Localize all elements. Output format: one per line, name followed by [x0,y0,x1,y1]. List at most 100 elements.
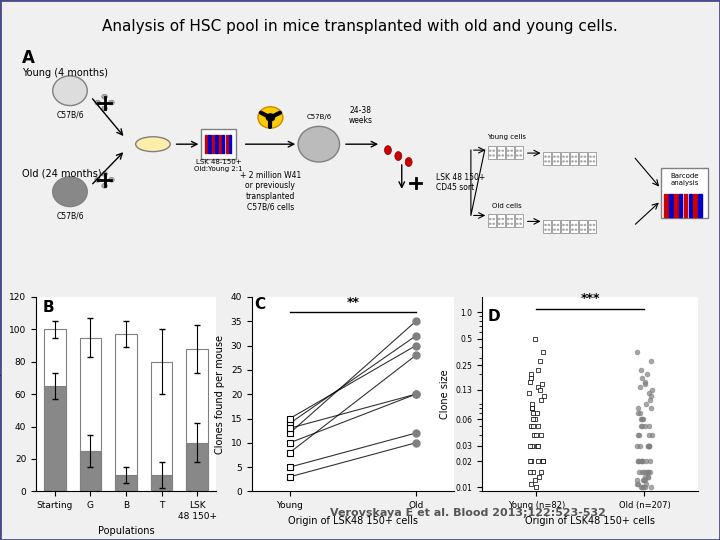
Point [643,473,654,482]
Point [526,373,537,382]
Point [637,476,649,485]
Bar [562,152,569,165]
Point [632,404,644,413]
Circle shape [593,228,595,231]
Circle shape [571,156,574,158]
Circle shape [519,222,522,225]
Point [531,483,542,492]
X-axis label: Populations: Populations [98,526,154,536]
Point [632,457,644,465]
Circle shape [492,150,495,152]
Text: Young cells: Young cells [487,134,526,140]
Text: Analysis of HSC pool in mice transplanted with old and young cells.: Analysis of HSC pool in mice transplante… [102,19,618,34]
Circle shape [489,150,492,152]
Y-axis label: Clone size: Clone size [440,369,450,419]
Point [525,480,536,488]
Circle shape [571,228,574,231]
Point [641,468,652,476]
Point [633,430,644,439]
Point [631,348,643,356]
Bar [44,386,66,491]
Point [641,457,652,465]
Circle shape [583,224,586,226]
Circle shape [575,228,577,231]
Point [526,369,537,378]
Circle shape [501,154,504,157]
Bar [515,214,523,227]
Y-axis label: Chimerism, %: Chimerism, % [0,360,4,428]
Point [643,441,654,450]
Bar [44,329,66,491]
Bar [570,152,578,165]
Bar [674,194,678,217]
Point [636,422,648,430]
Circle shape [498,154,500,157]
Point [532,422,544,430]
Circle shape [583,228,586,231]
Circle shape [489,218,492,220]
Circle shape [519,154,522,157]
Point [637,415,649,424]
Point [526,457,537,465]
Point [523,389,535,397]
Circle shape [510,222,513,225]
Point [646,386,657,394]
Point [643,441,654,450]
Circle shape [53,177,87,207]
Point [633,480,644,488]
Point [644,441,655,450]
Text: C: C [254,297,266,312]
Circle shape [489,154,492,157]
Point [636,457,648,465]
Point [643,389,654,397]
Bar [506,214,514,227]
Circle shape [571,160,574,163]
Bar [580,152,587,165]
Bar [552,220,560,233]
Circle shape [492,154,495,157]
Bar [219,136,221,153]
Circle shape [557,160,559,163]
Circle shape [258,107,283,128]
Point [644,396,656,404]
Bar [208,136,211,153]
Point [523,441,535,450]
Circle shape [102,94,107,99]
Bar [688,194,692,217]
Bar [186,443,208,491]
Circle shape [566,224,568,226]
Point [538,457,549,465]
Text: LSK 48-150+
Old:Young 2:1: LSK 48-150+ Old:Young 2:1 [194,159,243,172]
Circle shape [562,224,565,226]
Circle shape [580,160,583,163]
Circle shape [575,160,577,163]
Point [639,380,651,389]
Point [530,430,541,439]
Point [636,483,647,492]
Ellipse shape [384,146,392,154]
Point [640,400,652,408]
Point [631,480,643,488]
Bar [698,194,702,217]
Bar [497,146,505,159]
Point [635,415,647,424]
Point [635,366,647,374]
Circle shape [580,228,583,231]
Bar [80,338,101,491]
Circle shape [593,156,595,158]
Circle shape [548,160,550,163]
Circle shape [489,222,492,225]
Circle shape [589,156,592,158]
Point [530,476,541,485]
Point [528,430,540,439]
Point [532,441,544,450]
Bar [588,220,596,233]
Text: Young (4 months): Young (4 months) [22,68,107,78]
Point [528,415,539,424]
Circle shape [548,156,550,158]
Point [642,468,654,476]
Circle shape [507,218,510,220]
Point [642,441,653,450]
Text: D: D [488,309,500,324]
Circle shape [544,156,547,158]
